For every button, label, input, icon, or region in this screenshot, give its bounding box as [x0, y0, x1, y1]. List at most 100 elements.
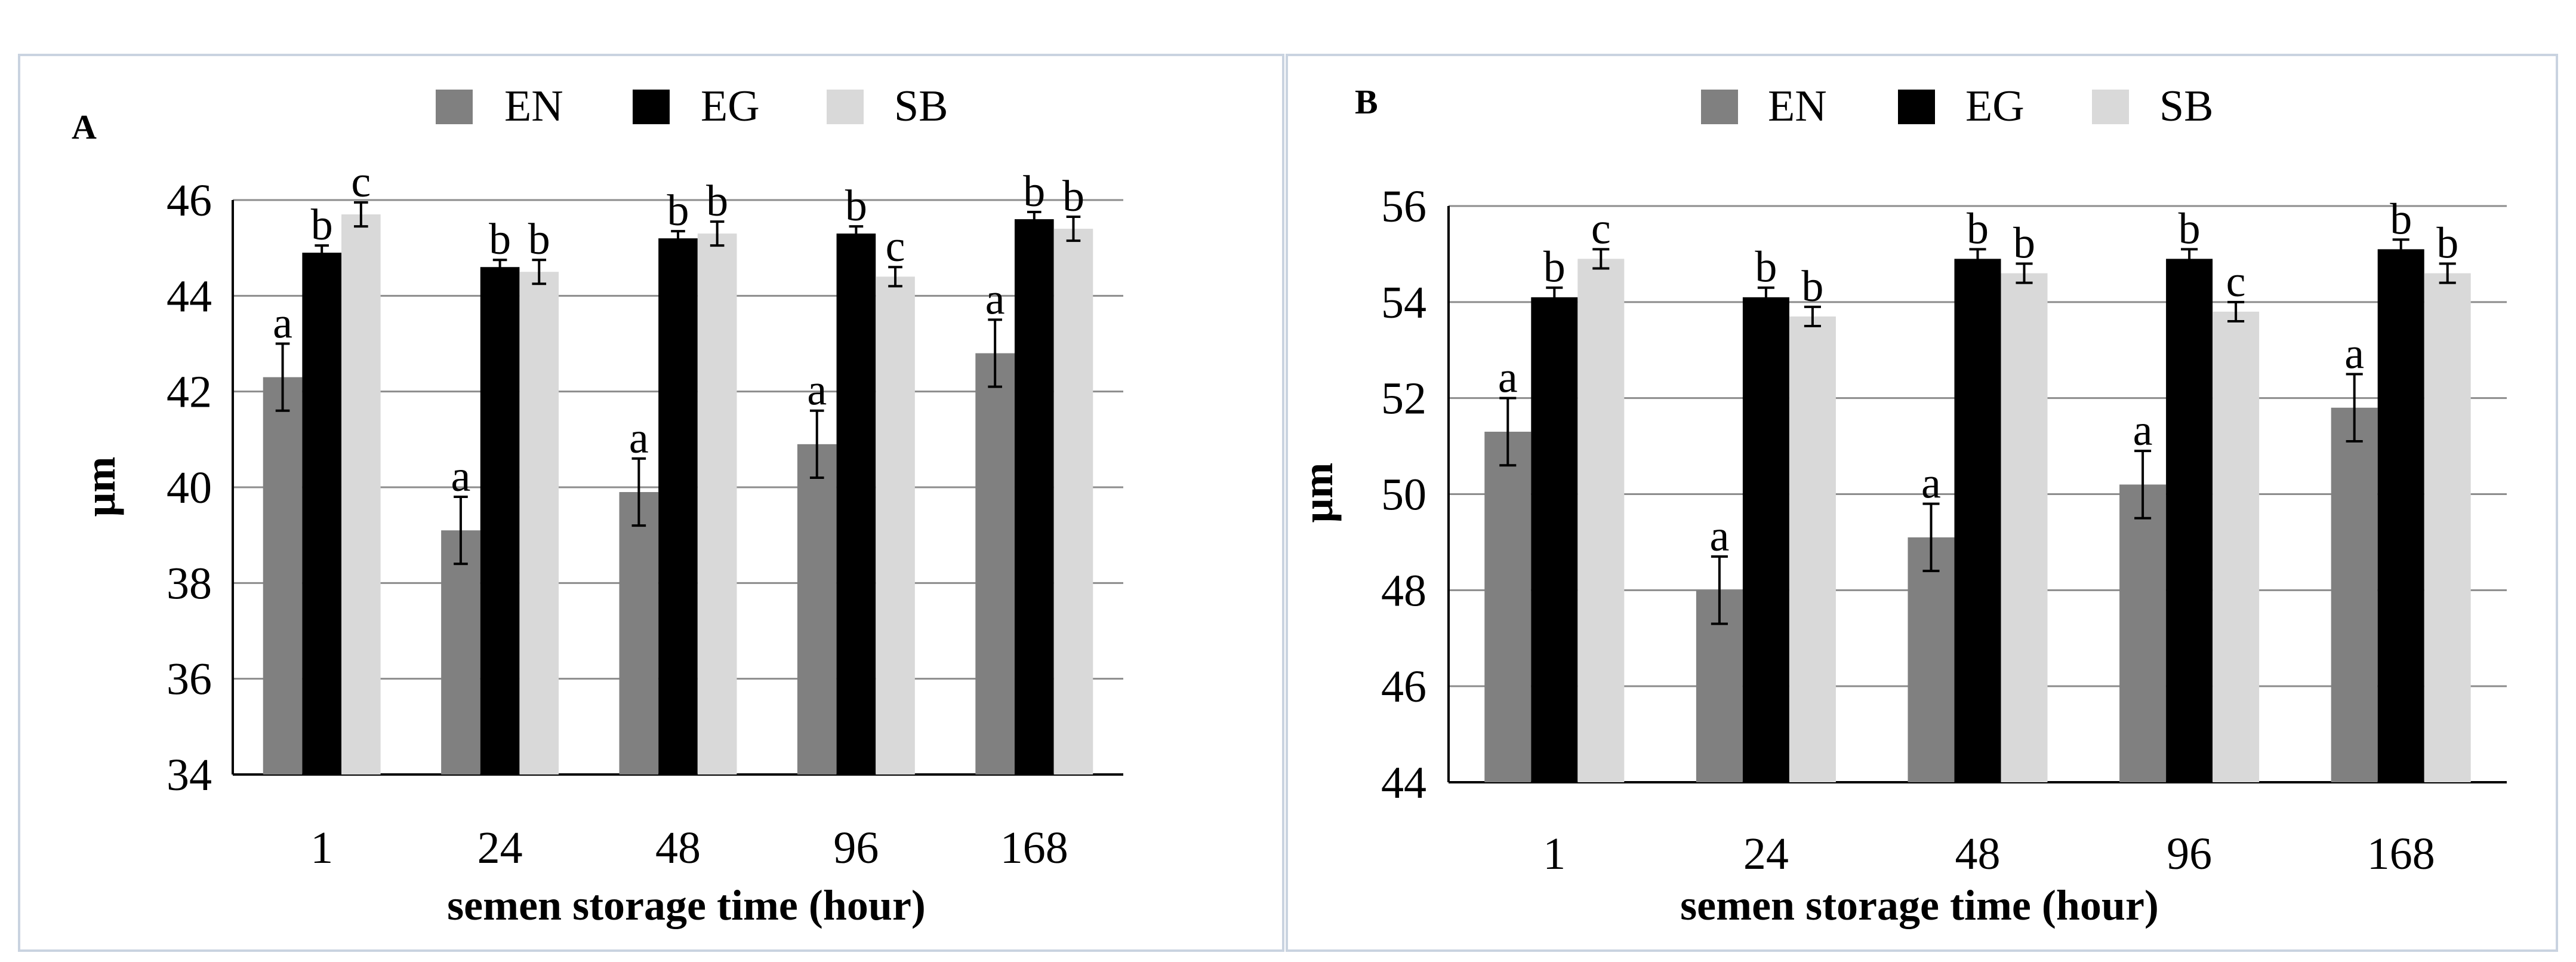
panel-b-significance-letter: b [2178, 204, 2201, 253]
panel-b-bars [1484, 249, 2471, 783]
legend-label-en: EN [504, 82, 563, 131]
panel-a-y-tick-label: 36 [167, 654, 212, 705]
panel-a-y-tick-label: 46 [167, 176, 212, 226]
panel-b-y-tick-label: 46 [1381, 662, 1426, 712]
panel-a-bar-sb [341, 214, 381, 774]
panel-a-error-bar [1066, 216, 1081, 242]
panel-a-error-bar [631, 457, 646, 527]
panel-b-significance-letter: b [1801, 262, 1823, 311]
panel-b-y-tick-labels: 44 46 48 50 52 54 56 [1381, 182, 1426, 808]
panel-b-y-tick-label: 52 [1381, 374, 1426, 424]
panel-b-y-tick-label: 56 [1381, 182, 1426, 232]
panel-b-significance-letter: a [2133, 406, 2153, 455]
panel-b-significance-letter: b [1755, 243, 1777, 292]
panel-a-x-tick-label: 24 [477, 823, 523, 873]
legend-label-sb: SB [894, 82, 948, 131]
panel-a-error-bar [315, 244, 329, 262]
panel-b-y-tick-label: 44 [1381, 758, 1426, 808]
panel-b-bar-sb [1789, 316, 1836, 782]
panel-a-error-bar [275, 342, 290, 412]
panel-a-error-bar [354, 201, 368, 228]
panel-a-bar-eg [302, 253, 342, 774]
panel-b-significance-letter: b [1543, 243, 1566, 292]
panel-b-error-bar [1711, 555, 1728, 625]
legend-swatch-eg [633, 90, 670, 124]
panel-b-error-bars [1499, 238, 2456, 625]
panel-b-significance-letter: b [2436, 219, 2458, 268]
panel-b-significance-letter: a [2344, 329, 2364, 378]
panel-b-significance-letter: c [2226, 257, 2246, 306]
panel-b-error-bar [2181, 248, 2198, 270]
panel-b-border [1286, 54, 2558, 952]
panel-a-error-bar [454, 496, 468, 565]
panel-a-error-bar [710, 220, 725, 247]
legend-label-eg: EG [701, 82, 760, 131]
panel-b-label: B [1355, 82, 1378, 121]
panel-a-y-tick-label: 40 [167, 463, 212, 513]
panel-a-y-tick-label: 42 [167, 367, 212, 417]
panel-b-y-tick-label: 54 [1381, 278, 1426, 328]
legend-label-en: EN [1768, 82, 1827, 131]
panel-a-bar-sb [1053, 229, 1093, 775]
panel-a-bar-sb [519, 272, 559, 774]
panel-b-bar-eg [1742, 297, 1789, 783]
panel-a-bar-eg [658, 238, 698, 775]
panel-a-error-bars [275, 201, 1081, 565]
panel-b-x-tick-label: 1 [1543, 829, 1566, 879]
panel-a-significance-letter: b [667, 186, 689, 235]
panel-a-y-tick-labels: 34 36 38 40 42 44 46 [167, 176, 212, 800]
panel-a-significance-letter: b [1062, 172, 1084, 221]
legend-swatch-en [436, 90, 473, 124]
panel-b-error-bar [1592, 248, 1610, 270]
panel-a-significance-letter: a [807, 366, 827, 415]
panel-b-bar-sb [1577, 259, 1625, 782]
panel-a-y-tick-label: 44 [167, 271, 212, 321]
legend-label-sb: SB [2159, 82, 2214, 131]
panel-b-error-bar [2227, 300, 2245, 322]
panel-a-significance-letter: c [886, 222, 905, 271]
legend-swatch-sb [827, 90, 864, 124]
panel-b-error-bar [2346, 373, 2363, 443]
panel-b-error-bar [1922, 502, 1940, 573]
panel-a-significance-letter: a [985, 275, 1005, 324]
panel-b-error-bar [1546, 286, 1563, 308]
panel-a-error-bar [671, 230, 685, 247]
panel-b-bar-eg [1954, 259, 2001, 782]
panel-b-y-tick-label: 48 [1381, 565, 1426, 616]
panel-a-x-tick-labels: 1 24 48 96 168 [310, 823, 1068, 873]
panel-a-border [18, 54, 1284, 952]
panel-b-x-tick-label: 168 [2367, 829, 2435, 879]
legend-swatch-en [1701, 90, 1738, 124]
panel-b-x-tick-label: 24 [1743, 829, 1789, 879]
panel-a-bar-sb [697, 233, 737, 774]
panel-a-y-tick-label: 38 [167, 558, 212, 608]
panel-b-error-bar [2439, 262, 2456, 284]
panel-b-bar-sb [2213, 311, 2260, 782]
panel-a-error-bar [888, 266, 902, 288]
panel-a-bar-eg [480, 267, 520, 774]
panel-a-significance-letter: a [451, 452, 471, 501]
panel-a-x-tick-label: 48 [655, 823, 701, 873]
panel-b-bar-en [2331, 407, 2378, 782]
panel-a-error-bar [988, 318, 1002, 388]
panel-a-significance-letter: b [845, 182, 867, 230]
panel-b-error-bar [1499, 397, 1517, 467]
panel-b-error-bar [1969, 248, 1986, 270]
panel-b-x-axis-title: semen storage time (hour) [1680, 881, 2159, 929]
legend-swatch-sb [2092, 90, 2129, 124]
panel-a-bar-en [797, 444, 837, 774]
panel-a-label: A [72, 107, 97, 146]
panel-b-bar-eg [1531, 297, 1578, 783]
panel-a-x-tick-label: 1 [310, 823, 333, 873]
panel-a-significance-letter: b [489, 215, 511, 264]
panel-a-significance-letter: b [706, 177, 728, 226]
panel-b-y-tick-label: 50 [1381, 470, 1426, 520]
panel-b-bar-en [1908, 537, 1955, 782]
panel-b-bar-eg [2166, 259, 2213, 782]
panel-b-bar-sb [2001, 273, 2048, 782]
panel-a-significance-letter: b [528, 215, 550, 264]
